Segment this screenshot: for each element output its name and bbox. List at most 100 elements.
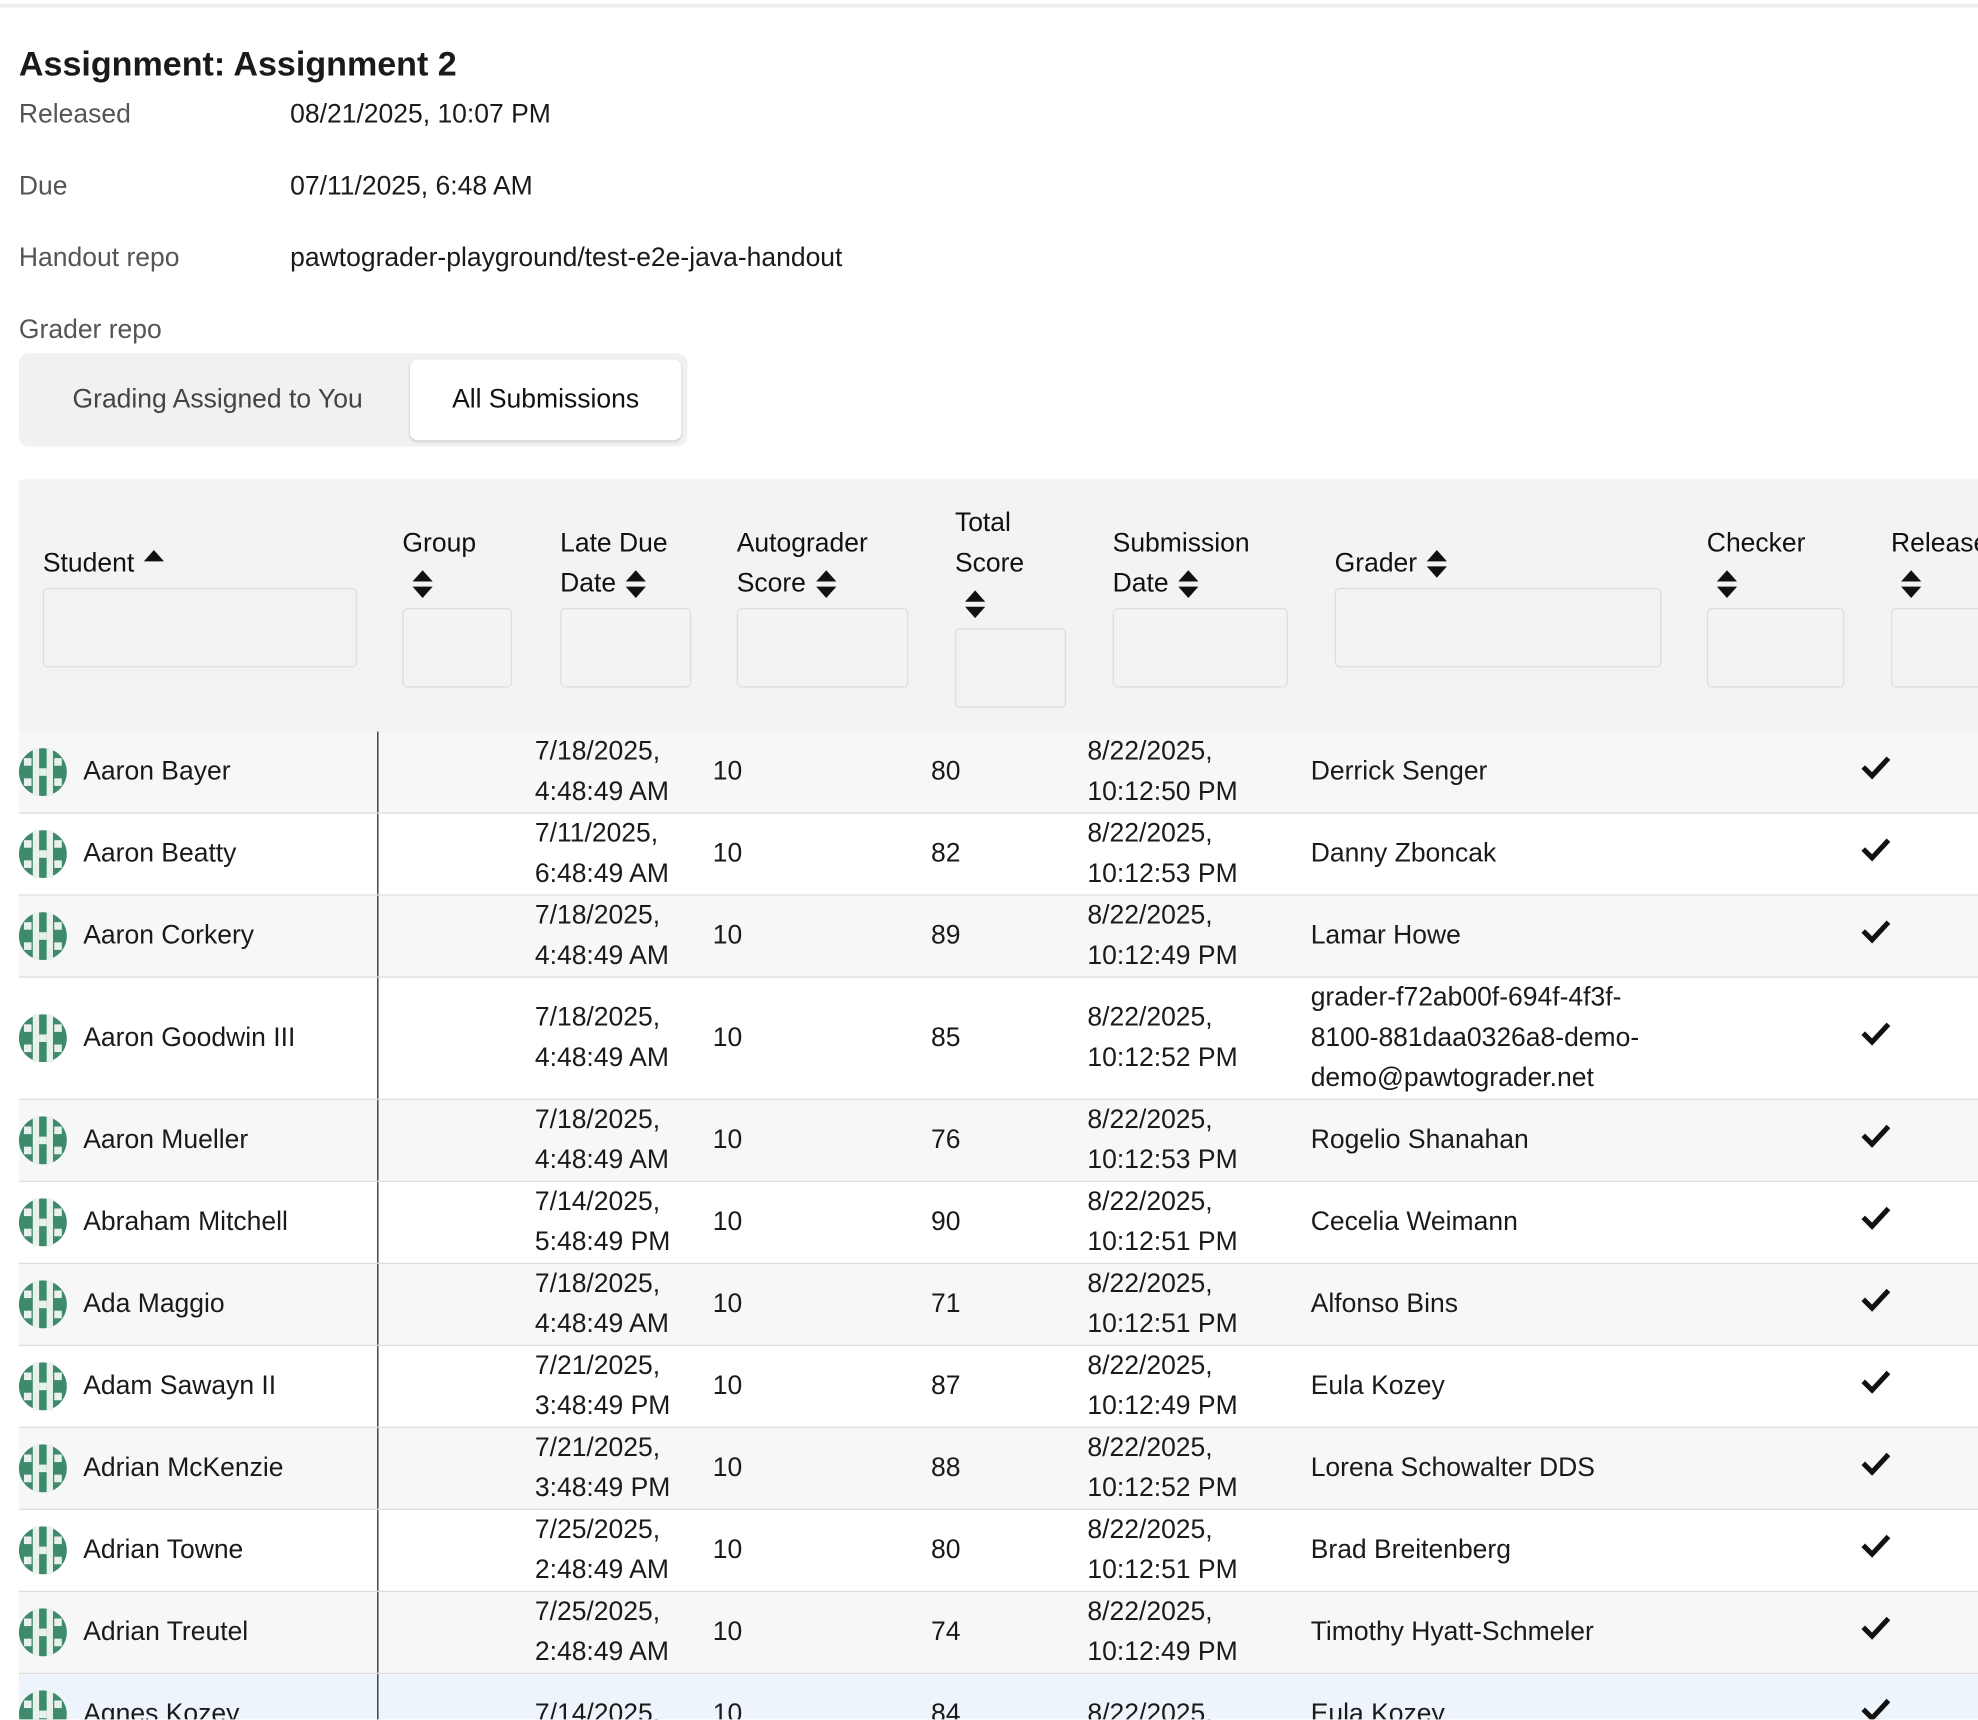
column-label: Released [1890,528,1978,558]
column-title: Late Due Date [560,524,686,605]
total-score: 89 [930,920,961,950]
field-label: Grader repo [18,315,162,345]
released-cell [1861,1366,1911,1406]
column-title: Checker [1707,524,1827,605]
assignment-title: Assignment: Assignment 2 [18,45,457,84]
sort-icon[interactable] [813,568,838,601]
sort-icon[interactable] [963,588,988,621]
field-value: pawtograder-playground/test-e2e-java-han… [290,243,843,273]
tab-active[interactable]: All Submissions [409,359,682,441]
autograder-score: 10 [712,1453,743,1483]
released-cell [1861,834,1911,874]
column-title: Submission Date [1113,524,1280,605]
column-header: Checker [1706,479,1845,731]
filter-input[interactable] [560,608,692,688]
student-name: Aaron Mueller [83,1125,249,1155]
student-cell: Aaron Beatty [18,813,379,895]
total-score: 71 [930,1289,961,1319]
table-body: Aaron Bayer 7/18/2025, 4:48:49 AM 10 80 8/22… [18,731,1978,1720]
table-row[interactable]: Adrian Treutel 7/25/2025, 2:48:49 AM 10 74 8… [18,1592,1978,1675]
submission-date: 8/22/2025, 10:12:49 PM [1087,1351,1238,1421]
table-row[interactable]: Agnes Kozey 7/14/2025, 10 84 8/22/2025, Eula … [18,1674,1978,1720]
sort-icon[interactable] [410,568,435,601]
filter-input[interactable] [402,608,513,688]
grader: Lorena Schowalter DDS [1310,1453,1595,1483]
released-cell [1861,1120,1911,1160]
submission-date: 8/22/2025, 10:12:51 PM [1087,1269,1238,1339]
table-row[interactable]: Adrian McKenzie 7/21/2025, 3:48:49 PM 10 88… [18,1428,1978,1511]
late-due-date: 7/21/2025, 3:48:49 PM [534,1351,671,1421]
field-value: 08/21/2025, 10:07 PM [290,99,551,129]
avatar [18,1280,67,1329]
column-label: Submission Date [1112,528,1250,598]
student-name: Adrian McKenzie [83,1453,284,1483]
sort-icon[interactable] [1425,548,1450,581]
grader: Danny Zboncak [1310,838,1497,868]
grader: Alfonso Bins [1310,1289,1458,1319]
total-score: 88 [930,1453,961,1483]
sort-icon[interactable] [1899,568,1924,601]
released-cell [1861,1530,1911,1570]
tab[interactable]: Grading Assigned to You [72,384,363,414]
submission-date: 8/22/2025, 10:12:52 PM [1087,1433,1238,1503]
column-title: Released [1891,524,1978,605]
table-row[interactable]: Aaron Corkery 7/18/2025, 4:48:49 AM 10 89 8/… [18,895,1978,978]
avatar [18,1444,67,1493]
avatar [18,1014,67,1063]
autograder-score: 10 [712,838,743,868]
late-due-date: 7/14/2025, 5:48:49 PM [534,1187,671,1257]
table-row[interactable]: Ada Maggio 7/18/2025, 4:48:49 AM 10 71 8/22/… [18,1264,1978,1347]
table-row[interactable]: Aaron Goodwin III 7/18/2025, 4:48:49 AM 10… [18,977,1978,1101]
column-label: Total Score [954,508,1025,578]
table-row[interactable]: Aaron Beatty 7/11/2025, 6:48:49 AM 10 82 8/2… [18,813,1978,896]
student-cell: Aaron Mueller [18,1100,379,1181]
total-score: 80 [930,1535,961,1565]
grader: Timothy Hyatt-Schmeler [1310,1617,1594,1647]
grader: grader-f72ab00f-694f-4f3f-8100-881daa032… [1310,982,1640,1093]
top-border [0,3,1978,8]
student-name: Aaron Beatty [83,838,237,868]
avatar [18,912,67,961]
student-cell: Adrian Towne [18,1510,379,1591]
avatar [18,830,67,879]
table-row[interactable]: Abraham Mitchell 7/14/2025, 5:48:49 PM 10 9… [18,1182,1978,1265]
grader: Cecelia Weimann [1310,1207,1518,1237]
field-value: 07/11/2025, 6:48 AM [290,171,533,201]
table-row[interactable]: Aaron Mueller 7/18/2025, 4:48:49 AM 10 76 8/… [18,1100,1978,1183]
total-score: 82 [930,838,961,868]
filter-input[interactable] [1890,608,1978,688]
filter-input[interactable] [1112,608,1288,688]
released-check [1861,1124,1891,1148]
student-cell: Adam Sawayn II [18,1346,379,1427]
released-check [1861,1534,1891,1558]
filter-input[interactable] [736,608,909,688]
total-score: 80 [930,756,961,786]
filter-input[interactable] [1334,587,1662,668]
released-cell [1861,1018,1911,1058]
table-row[interactable]: Adrian Towne 7/25/2025, 2:48:49 AM 10 80 8/2… [18,1510,1978,1593]
filter-input[interactable] [42,587,358,668]
avatar [18,748,67,797]
column-title: Group [402,524,490,605]
sort-icon[interactable] [1714,568,1739,601]
sort-icon[interactable] [1176,568,1201,601]
released-check [1861,1616,1891,1640]
sort-icon[interactable] [624,568,649,601]
student-cell: Aaron Goodwin III [18,977,379,1099]
student-name: Aaron Bayer [83,756,231,786]
table-row[interactable]: Adam Sawayn II 7/21/2025, 3:48:49 PM 10 87 8… [18,1346,1978,1429]
column-header: Group [402,479,513,731]
student-name: Adrian Towne [83,1535,244,1565]
table-row[interactable]: Aaron Bayer 7/18/2025, 4:48:49 AM 10 80 8/22… [18,731,1978,814]
column-title: Student [43,544,358,584]
filter-input[interactable] [954,628,1066,708]
field-label: Released [18,99,131,129]
avatar [18,1116,67,1165]
column-header: Student [42,479,358,731]
column-label: Checker [1706,528,1806,558]
filter-input[interactable] [1706,608,1845,688]
student-cell: Abraham Mitchell [18,1182,379,1263]
table-header: Student Group Late Due Date Autograder Scor… [18,479,1978,733]
sort-icon[interactable] [142,548,167,581]
autograder-score: 10 [712,1617,743,1647]
